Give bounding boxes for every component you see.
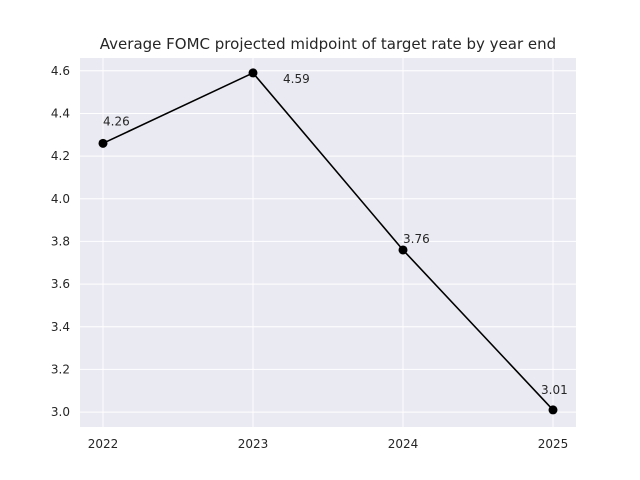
y-axis: 3.0 3.2 3.4 3.6 3.8 4.0 4.2 4.4 4.6 [51,64,70,419]
y-tick-label: 3.8 [51,234,70,248]
data-label: 3.01 [541,383,568,397]
y-tick-label: 4.6 [51,64,70,78]
x-tick-label: 2022 [88,437,119,451]
y-tick-label: 4.0 [51,192,70,206]
plot-area [80,58,576,427]
y-tick-label: 3.2 [51,362,70,376]
series-line [102,71,554,411]
y-tick-label: 4.2 [51,149,70,163]
y-tick-label: 3.4 [51,320,70,334]
data-label: 4.59 [283,72,310,86]
x-tick-label: 2025 [538,437,569,451]
x-tick-label: 2024 [388,437,419,451]
x-tick-label: 2023 [238,437,269,451]
data-point [248,68,258,78]
x-axis: 2022 2023 2024 2025 [88,437,569,451]
data-labels: 4.26 4.59 3.76 3.01 [103,72,568,397]
grid-lines [80,58,576,427]
y-tick-label: 3.0 [51,405,70,419]
y-tick-label: 3.6 [51,277,70,291]
data-label: 3.76 [403,232,430,246]
data-point [398,245,408,255]
data-point [98,138,108,148]
chart-title: Average FOMC projected midpoint of targe… [100,35,556,53]
data-point [548,405,558,415]
data-label: 4.26 [103,114,130,128]
y-tick-label: 4.4 [51,106,70,120]
data-series [98,68,558,415]
